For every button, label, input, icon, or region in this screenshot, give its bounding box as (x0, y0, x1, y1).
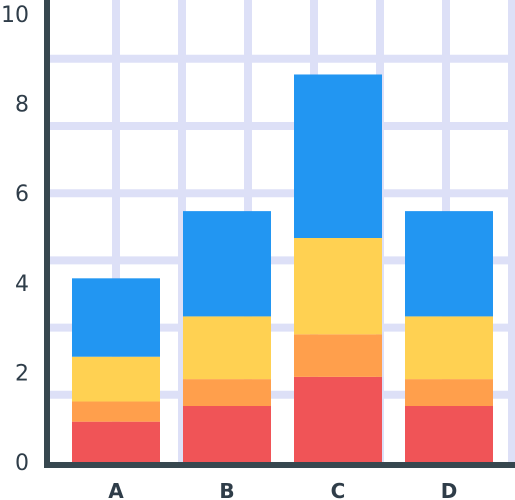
x-tick-label: B (219, 479, 234, 500)
y-tick-label: 4 (15, 272, 29, 297)
x-tick-label: C (331, 479, 346, 500)
bar-segment-c-2 (294, 334, 382, 377)
y-tick-label: 8 (15, 93, 29, 118)
bar-segment-c-1 (294, 376, 382, 462)
x-tick-label: A (108, 479, 124, 500)
y-axis (44, 0, 50, 468)
y-tick-label: 10 (1, 3, 29, 28)
bar-segment-b-3 (183, 316, 271, 380)
bar-segment-c-4 (294, 74, 382, 238)
y-tick-labels: 0 2 4 6 8 10 (1, 3, 29, 476)
axes-group (44, 0, 515, 468)
y-tick-label: 2 (15, 361, 29, 386)
y-tick-label: 0 (15, 451, 29, 476)
bar-segment-d-1 (405, 406, 493, 462)
bars-group (72, 74, 493, 462)
y-tick-label: 6 (15, 182, 29, 207)
bar-segment-a-4 (72, 278, 160, 357)
bar-segment-a-3 (72, 356, 160, 402)
x-tick-label: D (441, 479, 458, 500)
bar-segment-d-2 (405, 379, 493, 406)
bar-segment-a-1 (72, 421, 160, 462)
bar-segment-d-4 (405, 211, 493, 317)
bar-segment-b-4 (183, 211, 271, 317)
bar-segment-b-1 (183, 406, 271, 462)
x-axis (44, 462, 515, 468)
x-tick-labels: A B C D (108, 479, 457, 500)
bar-segment-d-3 (405, 316, 493, 380)
bar-segment-b-2 (183, 379, 271, 406)
bar-segment-c-3 (294, 238, 382, 335)
bar-segment-a-2 (72, 401, 160, 422)
